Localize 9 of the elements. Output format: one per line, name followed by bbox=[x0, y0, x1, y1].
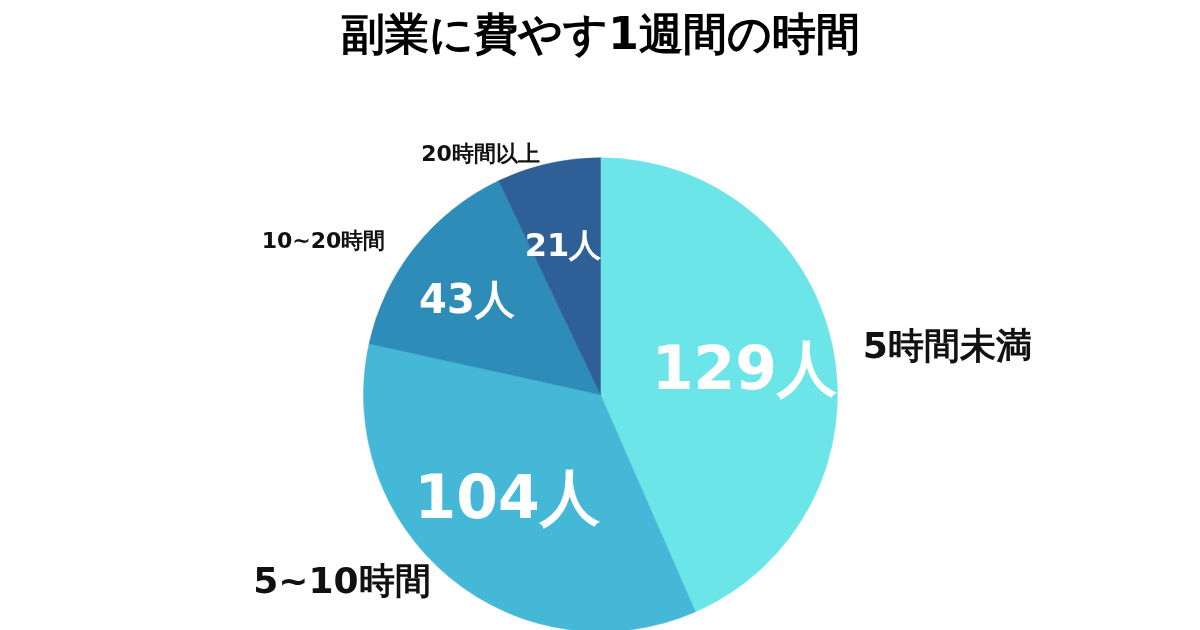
data-label: 104人 bbox=[414, 461, 600, 532]
slice-label: 5~10時間 bbox=[253, 560, 431, 602]
slice-label: 20時間以上 bbox=[421, 140, 540, 166]
slice-label: 5時間未満 bbox=[862, 324, 1032, 366]
data-label: 21人 bbox=[524, 225, 603, 264]
data-label: 129人 bbox=[651, 332, 837, 403]
chart-title: 副業に費やす1週間の時間 bbox=[341, 7, 860, 59]
data-label: 43人 bbox=[419, 276, 516, 323]
slice-label: 10~20時間 bbox=[261, 228, 386, 254]
